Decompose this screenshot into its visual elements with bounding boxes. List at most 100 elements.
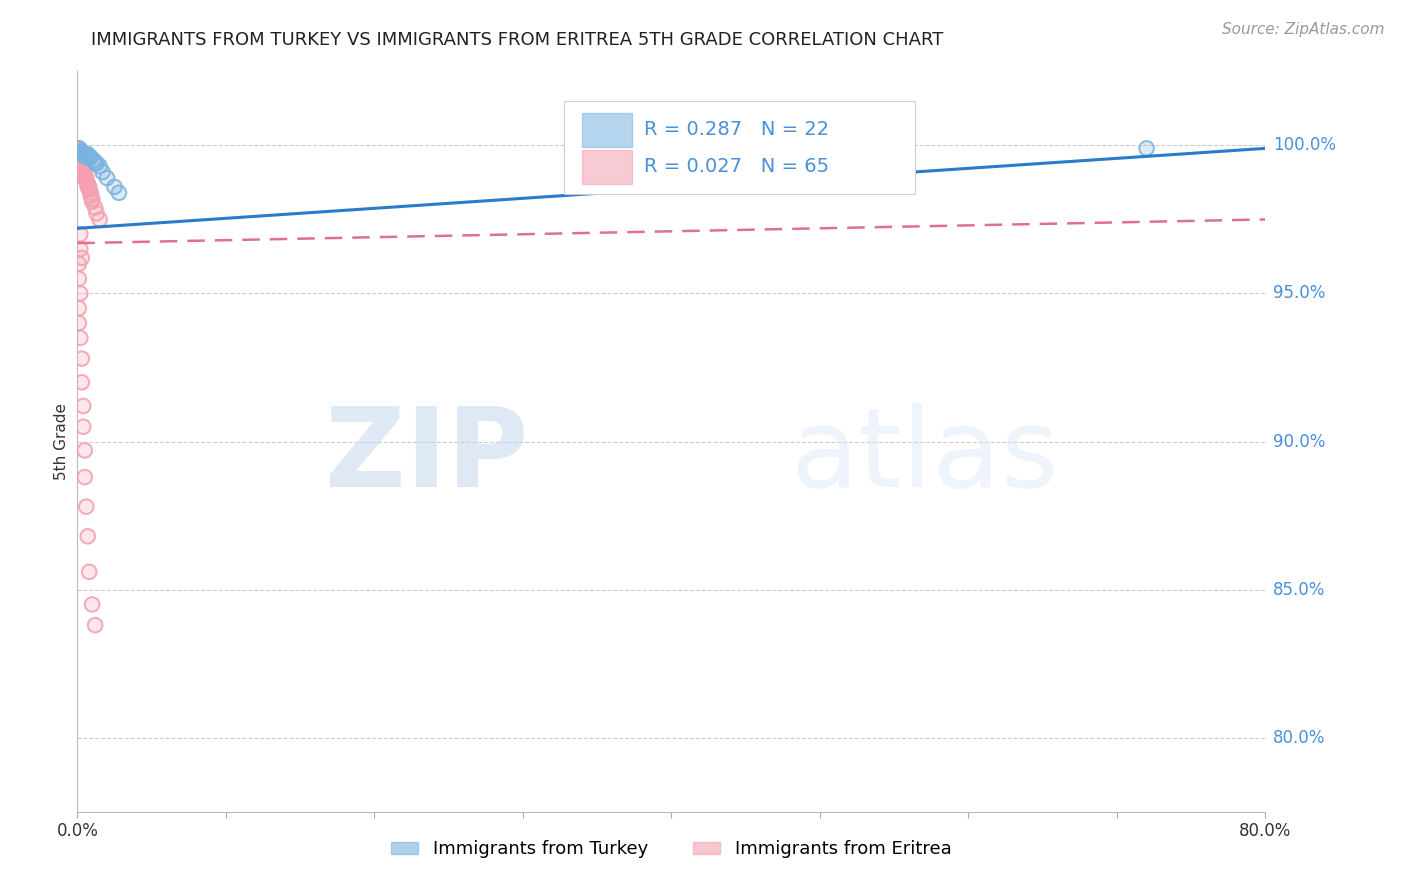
Point — [70, 251, 93, 265]
Point — [73, 443, 96, 458]
Point — [69, 153, 91, 168]
Point — [75, 174, 97, 188]
Point — [82, 598, 104, 612]
Point — [73, 147, 96, 161]
Point — [75, 174, 97, 188]
Point — [73, 168, 96, 182]
Point — [89, 159, 111, 173]
Point — [84, 201, 107, 215]
Point — [69, 242, 91, 256]
Point — [67, 141, 90, 155]
Point — [67, 141, 90, 155]
Point — [70, 147, 93, 161]
Point — [82, 194, 104, 209]
Point — [72, 159, 94, 173]
Point — [1135, 141, 1157, 155]
Point — [70, 251, 93, 265]
Point — [73, 147, 96, 161]
Point — [67, 147, 90, 161]
Text: R = 0.027   N = 65: R = 0.027 N = 65 — [644, 157, 830, 177]
Point — [72, 165, 94, 179]
Point — [82, 192, 104, 206]
Text: atlas: atlas — [790, 403, 1059, 510]
Legend: Immigrants from Turkey, Immigrants from Eritrea: Immigrants from Turkey, Immigrants from … — [384, 833, 959, 865]
Point — [70, 145, 93, 159]
Point — [69, 147, 91, 161]
Point — [70, 376, 93, 390]
Point — [69, 145, 91, 159]
Point — [70, 153, 93, 168]
Point — [80, 186, 103, 200]
Point — [75, 171, 97, 186]
Point — [77, 183, 100, 197]
FancyBboxPatch shape — [564, 101, 915, 194]
Point — [69, 153, 91, 168]
Point — [69, 153, 91, 168]
Point — [76, 179, 98, 194]
Point — [67, 145, 90, 159]
Point — [91, 165, 114, 179]
Point — [67, 141, 90, 155]
Point — [69, 150, 91, 164]
Point — [70, 156, 93, 170]
Text: 85.0%: 85.0% — [1272, 581, 1326, 599]
Point — [69, 147, 91, 161]
Point — [72, 162, 94, 177]
Point — [72, 399, 94, 413]
Point — [73, 168, 96, 182]
Point — [86, 206, 108, 220]
Point — [69, 331, 91, 345]
Point — [80, 186, 103, 200]
Point — [77, 183, 100, 197]
Point — [86, 206, 108, 220]
Point — [67, 141, 90, 155]
Text: ZIP: ZIP — [325, 403, 529, 510]
Point — [69, 147, 91, 161]
Point — [72, 162, 94, 177]
Point — [75, 174, 97, 188]
Point — [76, 147, 98, 161]
Point — [73, 168, 96, 182]
Point — [67, 147, 90, 161]
Point — [75, 500, 97, 514]
Point — [69, 242, 91, 256]
Point — [77, 179, 100, 194]
Point — [82, 192, 104, 206]
Point — [67, 316, 90, 330]
Point — [69, 227, 91, 242]
Point — [69, 150, 91, 164]
Point — [76, 529, 98, 543]
Point — [67, 145, 90, 159]
Point — [70, 351, 93, 366]
Point — [75, 147, 97, 161]
Point — [67, 145, 90, 159]
Point — [70, 156, 93, 170]
Point — [67, 271, 90, 285]
Point — [84, 156, 107, 170]
Point — [72, 399, 94, 413]
Point — [82, 598, 104, 612]
Point — [84, 201, 107, 215]
Point — [70, 156, 93, 170]
Point — [96, 171, 118, 186]
Point — [70, 159, 93, 173]
Point — [103, 179, 125, 194]
Point — [76, 529, 98, 543]
Point — [70, 376, 93, 390]
Point — [67, 147, 90, 161]
Point — [73, 171, 96, 186]
Point — [80, 150, 103, 164]
Point — [67, 301, 90, 316]
Point — [70, 153, 93, 168]
Point — [77, 565, 100, 579]
Point — [73, 443, 96, 458]
Point — [91, 165, 114, 179]
Point — [72, 419, 94, 434]
Point — [72, 162, 94, 177]
Point — [67, 316, 90, 330]
Point — [67, 145, 90, 159]
FancyBboxPatch shape — [582, 150, 633, 184]
Point — [67, 257, 90, 271]
Point — [76, 179, 98, 194]
Y-axis label: 5th Grade: 5th Grade — [53, 403, 69, 480]
